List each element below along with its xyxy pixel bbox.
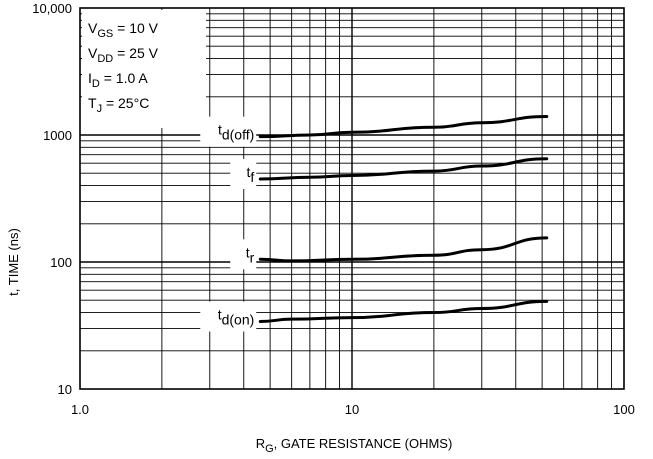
x-tick-labels: 1.0 10 100 — [71, 402, 635, 417]
y-tick-label: 100 — [50, 255, 72, 270]
series-line-0 — [260, 116, 546, 136]
y-tick-labels: 10 100 1000 10,000 — [32, 1, 72, 397]
series-line-1 — [260, 159, 546, 179]
y-tick-label: 1000 — [43, 128, 72, 143]
y-axis-label: t, TIME (ns) — [6, 228, 21, 296]
y-tick-label: 10 — [58, 382, 72, 397]
x-tick-label: 1.0 — [71, 402, 89, 417]
y-tick-label: 10,000 — [32, 1, 72, 16]
series-line-3 — [260, 301, 546, 321]
x-axis-label: RG, GATE RESISTANCE (OHMS) — [256, 436, 453, 455]
series-line-2 — [260, 238, 546, 261]
x-tick-label: 100 — [613, 402, 635, 417]
x-tick-label: 10 — [345, 402, 359, 417]
